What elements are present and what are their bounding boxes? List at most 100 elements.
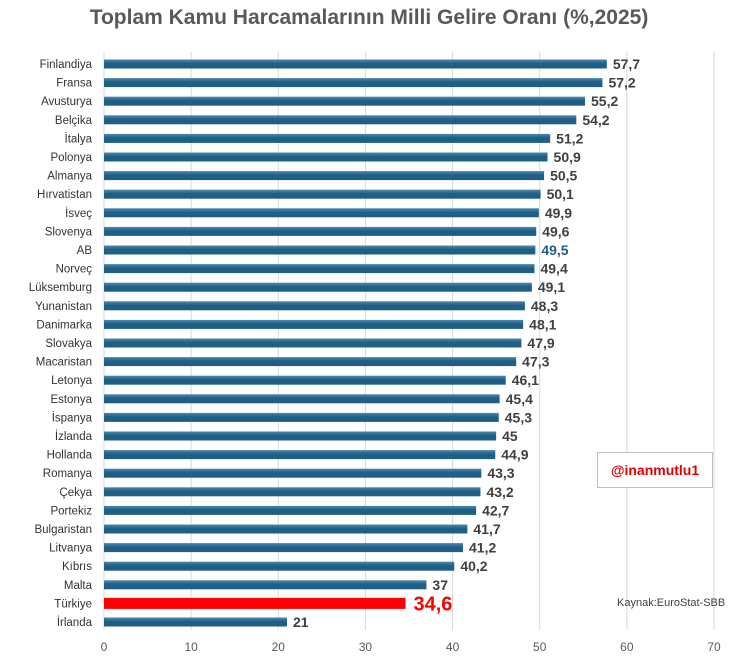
category-label: İrlanda [57,616,93,629]
category-label: Kıbrıs [62,561,92,573]
category-labels: Finlandiya Fransa Avusturya Belçika İtalya Po… [29,59,93,629]
chart-title: Toplam Kamu Harcamalarının Milli Gelire … [89,6,649,29]
value-label: 41,7 [473,521,500,537]
category-label: Fransa [56,78,92,90]
bar [104,580,427,590]
value-label: 40,2 [460,558,487,574]
category-label: Lüksemburg [29,282,92,294]
bar [104,468,482,478]
category-label: Finlandiya [40,59,93,71]
bar [104,561,455,571]
bar [104,431,497,441]
bar [104,282,532,292]
value-label: 50,9 [554,149,581,165]
category-label: Hollanda [47,450,93,462]
x-tick-label: 50 [533,640,547,654]
category-label: İzlanda [55,430,93,443]
value-label: 51,2 [556,130,583,146]
bar [104,96,586,106]
value-label: 49,1 [538,279,565,295]
value-label: 55,2 [591,93,618,109]
bar [104,394,500,404]
value-label: 50,5 [550,168,577,184]
category-label: Avusturya [41,96,93,108]
x-tick-label: 70 [707,640,721,654]
x-tick-label: 40 [446,640,460,654]
category-label: Estonya [50,394,92,406]
category-label: İspanya [52,411,93,424]
x-tick-label: 0 [101,640,108,654]
bar [104,226,537,236]
category-label: Malta [64,580,93,592]
value-label: 45,4 [506,391,533,407]
bar [104,319,524,329]
category-label: Slovenya [45,226,93,238]
x-tick-label: 10 [184,640,198,654]
bar [104,617,287,627]
category-label: Slovakya [45,338,92,350]
value-label: 49,9 [545,205,572,221]
category-label: Bulgaristan [34,524,92,536]
category-label: İtalya [65,132,93,145]
bar [104,357,517,367]
value-labels: 57,7 57,2 55,2 54,2 51,2 50,9 50,5 50,1 49,9 49,6… [293,56,640,630]
category-label: Letonya [51,375,93,387]
bar [104,115,577,125]
category-label: Hırvatistan [37,189,92,201]
bar [104,487,481,497]
value-label: 50,1 [547,186,574,202]
value-label: 43,3 [487,465,514,481]
category-label: Türkiye [54,598,92,610]
bar [104,264,535,274]
value-label: 37 [432,577,448,593]
value-label: 46,1 [512,372,539,388]
category-label: Portekiz [50,505,92,517]
category-label: İsveç [65,207,92,220]
value-label: 48,1 [529,316,556,332]
value-label: 41,2 [469,540,496,556]
bar [104,543,464,553]
category-label: Almanya [47,171,92,183]
value-label: 54,2 [582,112,609,128]
source-note: Kaynak:EuroStat-SBB [617,597,726,609]
category-label: Romanya [43,468,93,480]
bar [104,450,496,460]
category-label: Macaristan [36,357,92,369]
value-label: 21 [293,614,309,630]
value-label: 57,2 [608,75,635,91]
value-label: 47,3 [522,354,549,370]
bar [104,375,506,385]
bar [104,505,477,515]
bar [104,524,468,534]
category-label: Norveç [56,264,93,276]
x-tick-label: 60 [620,640,634,654]
bar [104,301,525,311]
bar [104,245,536,255]
value-label: 42,7 [482,502,509,518]
bar [104,338,522,348]
bar [104,189,541,199]
value-label: 49,5 [541,242,568,258]
bar [104,171,545,181]
bar [104,208,539,218]
value-label: 43,2 [486,484,513,500]
bar [104,412,499,422]
value-label: 45 [502,428,518,444]
category-label: Litvanya [49,543,92,555]
bar [104,78,603,88]
value-label: 45,3 [505,409,532,425]
category-label: Danimarka [36,319,92,331]
value-label: 48,3 [531,298,558,314]
value-label: 49,6 [542,223,569,239]
bar [104,597,406,609]
value-label: 57,7 [613,56,640,72]
value-label: 34,6 [414,593,453,615]
bar [104,152,548,162]
category-label: Çekya [59,487,92,499]
category-label: AB [77,245,93,257]
value-label: 49,4 [540,261,567,277]
value-label: 44,9 [501,447,528,463]
x-axis-ticks: 0 10 20 30 40 50 60 70 [101,640,721,654]
value-label: 47,9 [527,335,554,351]
